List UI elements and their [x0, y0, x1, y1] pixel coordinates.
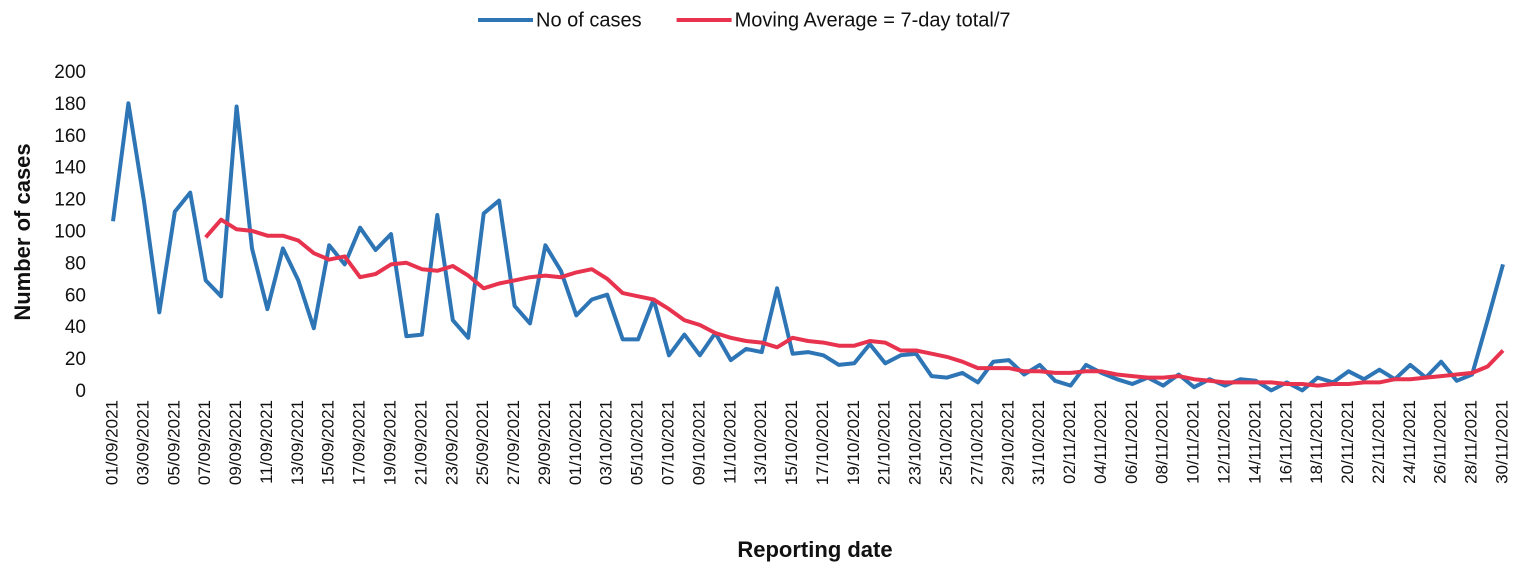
x-tick-label: 05/10/2021: [628, 400, 647, 485]
x-tick-label: 09/09/2021: [226, 400, 245, 485]
x-tick-label: 13/09/2021: [288, 400, 307, 485]
x-tick-label: 04/11/2021: [1091, 400, 1110, 484]
y-tick-label: 20: [65, 349, 86, 370]
x-tick-label: 21/10/2021: [875, 400, 894, 485]
y-tick-label: 100: [54, 222, 86, 243]
x-tick-label: 01/09/2021: [102, 400, 121, 485]
x-tick-label: 21/09/2021: [411, 400, 430, 485]
x-tick-label: 12/11/2021: [1214, 400, 1233, 484]
x-tick-label: 07/09/2021: [195, 400, 214, 485]
x-tick-label: 14/11/2021: [1245, 400, 1264, 484]
x-tick-label: 26/11/2021: [1431, 400, 1450, 484]
x-tick-label: 22/11/2021: [1369, 400, 1388, 484]
x-tick-label: 15/10/2021: [782, 400, 801, 485]
x-tick-label: 16/11/2021: [1276, 400, 1295, 484]
x-tick-label: 23/10/2021: [906, 400, 925, 485]
x-tick-label: 18/11/2021: [1307, 400, 1326, 484]
x-tick-label: 27/10/2021: [967, 400, 986, 485]
x-tick-label: 03/09/2021: [133, 400, 152, 485]
x-tick-label: 20/11/2021: [1338, 400, 1357, 484]
x-tick-label: 30/11/2021: [1492, 400, 1511, 484]
y-tick-label: 60: [65, 285, 86, 306]
x-tick-label: 19/10/2021: [844, 400, 863, 485]
x-tick-label: 23/09/2021: [442, 400, 461, 485]
y-tick-label: 0: [75, 381, 86, 402]
x-tick-label: 03/10/2021: [597, 400, 616, 485]
x-tick-label: 06/11/2021: [1122, 400, 1141, 484]
x-tick-label: 17/09/2021: [350, 400, 369, 485]
x-tick-label: 27/09/2021: [504, 400, 523, 485]
x-tick-label: 01/10/2021: [566, 400, 585, 485]
x-tick-label: 02/11/2021: [1060, 400, 1079, 484]
y-tick-label: 160: [54, 126, 86, 147]
x-tick-label: 13/10/2021: [751, 400, 770, 485]
series-line: [204, 217, 1505, 388]
x-tick-label: 05/09/2021: [164, 400, 183, 485]
x-tick-label: 08/11/2021: [1153, 400, 1172, 484]
x-tick-label: 24/11/2021: [1400, 400, 1419, 484]
x-tick-label: 25/10/2021: [936, 400, 955, 485]
y-tick-label: 120: [54, 190, 86, 211]
y-axis-title: Number of cases: [10, 143, 35, 320]
x-tick-label: 31/10/2021: [1029, 400, 1048, 485]
y-tick-label: 200: [54, 62, 86, 83]
x-axis-title: Reporting date: [737, 537, 892, 562]
x-tick-label: 17/10/2021: [813, 400, 832, 485]
x-tick-label: 19/09/2021: [380, 400, 399, 485]
x-tick-label: 25/09/2021: [473, 400, 492, 485]
y-tick-label: 140: [54, 158, 86, 179]
x-tick-label: 29/09/2021: [535, 400, 554, 485]
x-tick-label: 09/10/2021: [689, 400, 708, 485]
x-tick-label: 11/10/2021: [720, 400, 739, 484]
x-tick-label: 10/11/2021: [1184, 400, 1203, 484]
x-tick-label: 07/10/2021: [658, 400, 677, 485]
legend-label: No of cases: [536, 9, 642, 31]
y-tick-label: 80: [65, 253, 86, 274]
x-tick-label: 29/10/2021: [998, 400, 1017, 485]
x-tick-label: 15/09/2021: [319, 400, 338, 485]
legend-label: Moving Average = 7-day total/7: [735, 9, 1011, 31]
x-tick-label: 28/11/2021: [1462, 400, 1481, 484]
y-tick-label: 180: [54, 94, 86, 115]
x-tick-label: 11/09/2021: [257, 400, 276, 484]
y-tick-label: 40: [65, 317, 86, 338]
series-line: [111, 101, 1505, 393]
